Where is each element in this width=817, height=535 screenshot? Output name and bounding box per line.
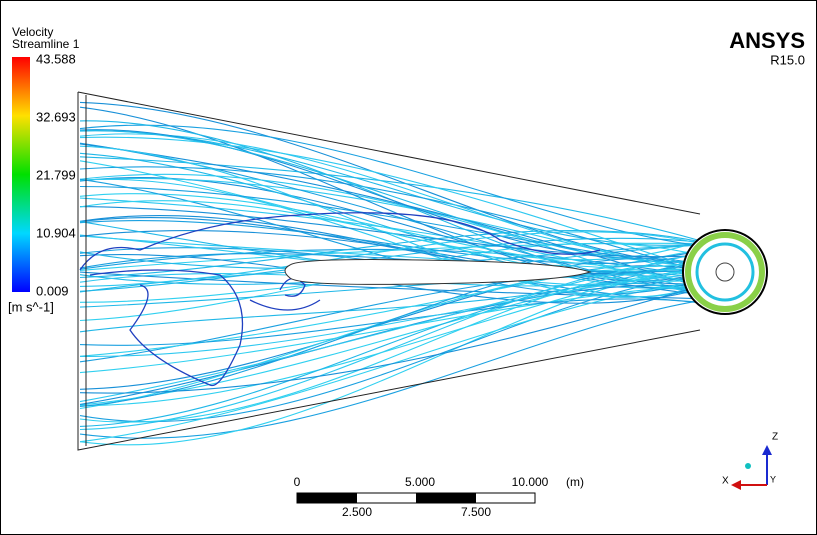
legend-tick: 0.009: [36, 283, 69, 298]
viewport: Velocity Streamline 1 43.58832.69321.799…: [0, 0, 817, 535]
axis-z: Z: [772, 432, 778, 443]
legend-tick: 10.904: [36, 225, 76, 240]
scale-unit: (m): [566, 475, 584, 489]
scale-label: 0: [294, 475, 301, 489]
axis-y: Y: [770, 474, 776, 484]
legend-unit: [m s^-1]: [8, 299, 54, 314]
axis-x: X: [722, 476, 729, 487]
legend-subtitle: Streamline 1: [12, 37, 80, 51]
legend-tick: 21.799: [36, 167, 76, 182]
color-bar: [12, 57, 30, 292]
scale-label: 10.000: [512, 475, 549, 489]
rotor: [683, 230, 767, 314]
legend-tick: 43.588: [36, 51, 76, 66]
brand-name: ANSYS: [729, 28, 805, 53]
scale-label: 2.500: [342, 505, 372, 519]
scale-label: 5.000: [405, 475, 435, 489]
legend-tick: 32.693: [36, 109, 76, 124]
brand-version: R15.0: [770, 52, 805, 67]
scale-label: 7.500: [461, 505, 491, 519]
scale-bar: [297, 493, 535, 503]
